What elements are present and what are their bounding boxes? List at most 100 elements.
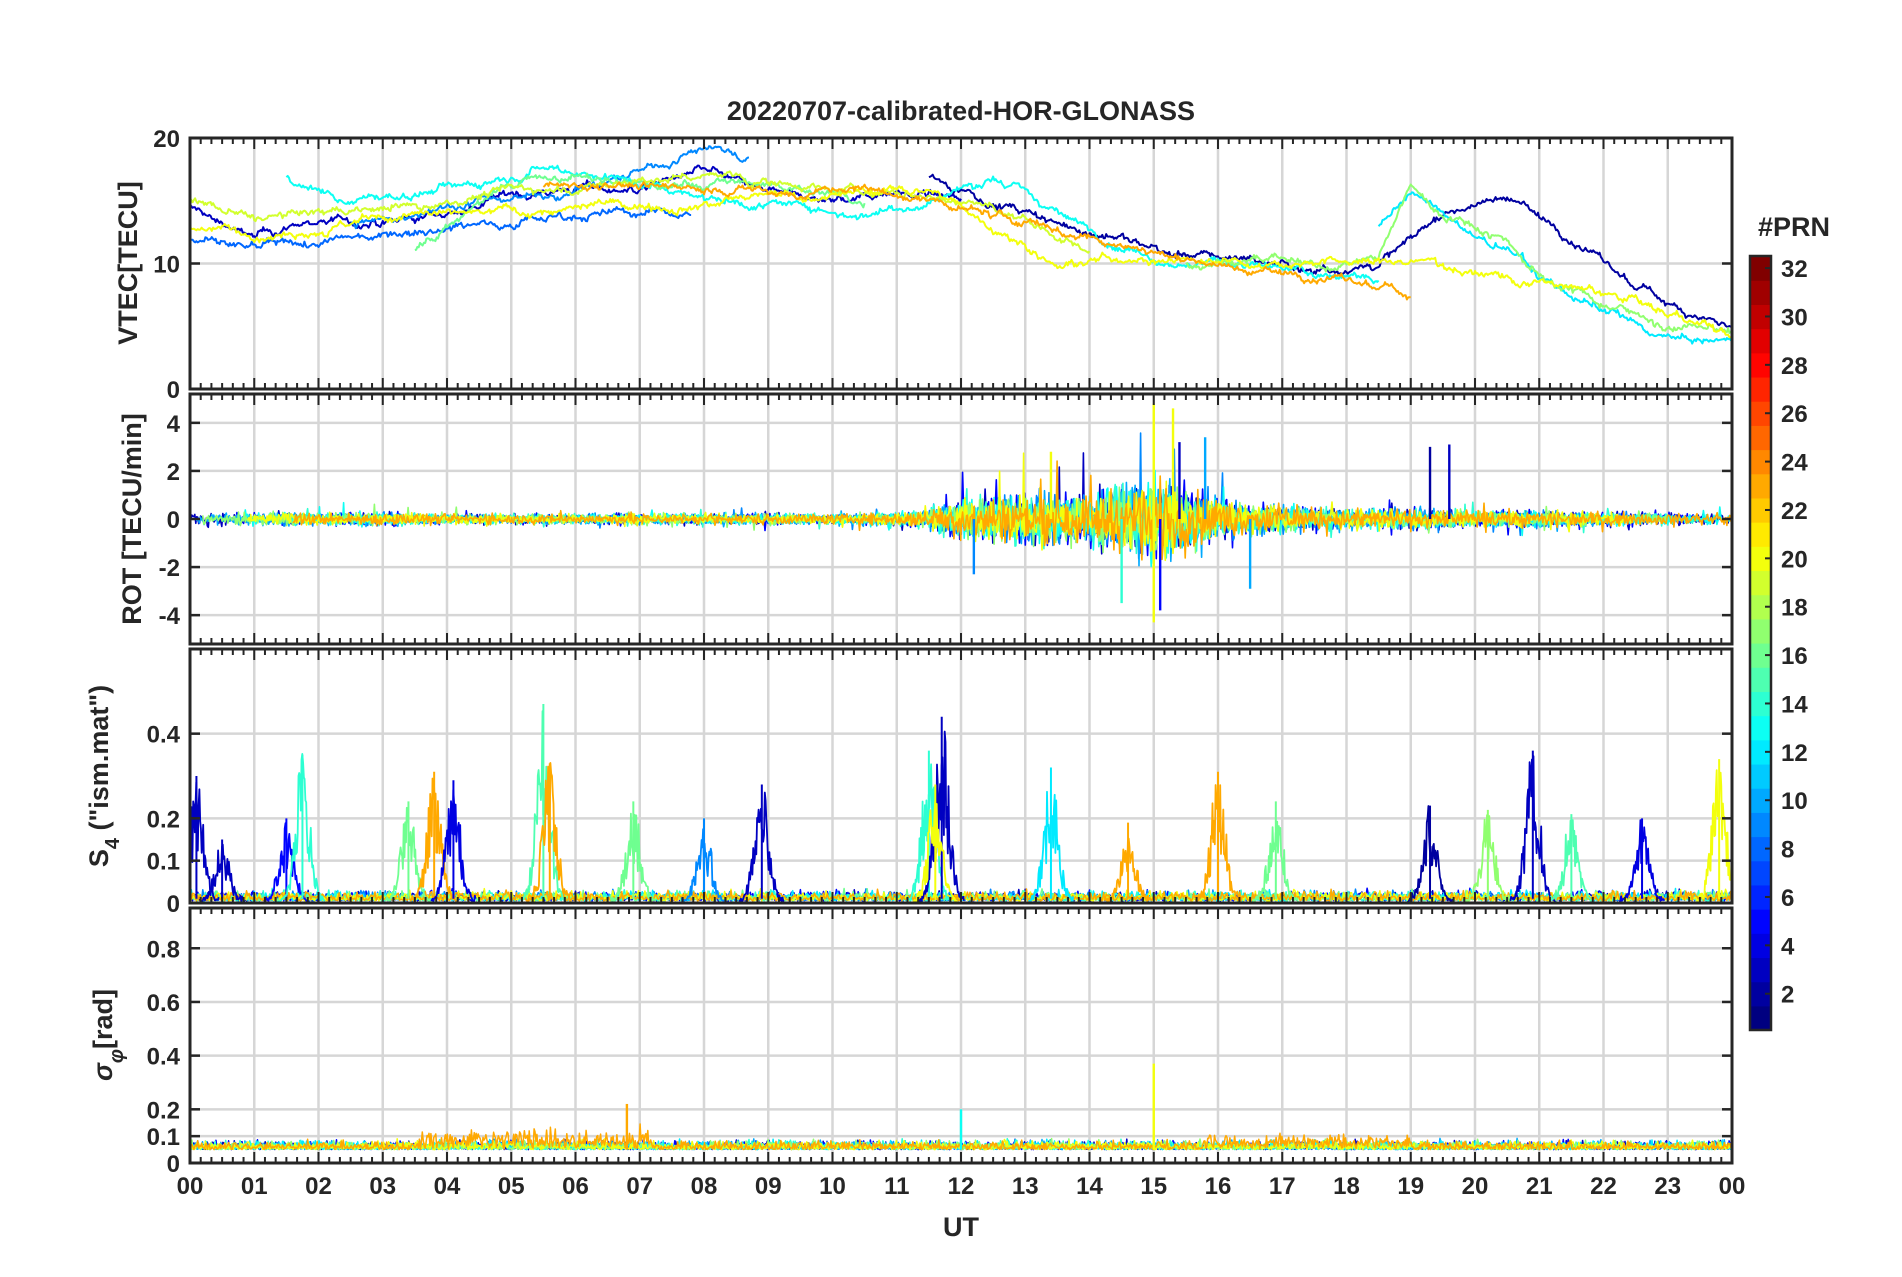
colorbar-swatch [1750, 860, 1771, 886]
colorbar-swatch [1750, 449, 1771, 475]
colorbar-tick-label: 16 [1781, 643, 1808, 670]
x-tick-label: 14 [1076, 1173, 1103, 1200]
rot-ytick-label: -4 [159, 603, 181, 630]
x-tick-label: 04 [434, 1173, 461, 1200]
x-tick-label: 21 [1526, 1173, 1553, 1200]
rot-lines [190, 403, 1732, 623]
colorbar-swatch [1750, 884, 1771, 910]
x-tick-label: 13 [1012, 1173, 1039, 1200]
sigma-phi-ytick-label: 0.4 [147, 1044, 181, 1071]
colorbar-tick-label: 26 [1781, 401, 1808, 428]
colorbar-swatch [1750, 497, 1771, 523]
vtec-grid [190, 138, 1732, 389]
vtec-ytick-label: 10 [153, 252, 180, 279]
x-tick-label: 06 [562, 1173, 589, 1200]
x-tick-label: 01 [241, 1173, 268, 1200]
colorbar-swatch [1750, 957, 1771, 983]
colorbar-swatch [1750, 473, 1771, 499]
x-tick-label: 20 [1462, 1173, 1489, 1200]
s4-grid [190, 649, 1732, 903]
rot-ytick-label: 2 [167, 459, 180, 486]
colorbar-swatch [1750, 401, 1771, 426]
x-tick-label: 05 [498, 1173, 525, 1200]
s4-ylabel: S4 ("ism.mat") [84, 685, 124, 867]
x-tick-label: 15 [1140, 1173, 1167, 1200]
colorbar-tick-label: 4 [1781, 933, 1795, 960]
colorbar-swatch [1750, 352, 1771, 378]
colorbar-tick-label: 14 [1781, 691, 1808, 718]
s4-ytick-label: 0.1 [147, 849, 180, 876]
x-tick-label: 16 [1205, 1173, 1232, 1200]
colorbar-swatch [1750, 909, 1771, 934]
colorbar-swatch [1750, 522, 1771, 547]
colorbar-tick-label: 24 [1781, 450, 1808, 477]
rot-ytick-label: 0 [167, 507, 180, 534]
x-tick-label: 02 [305, 1173, 332, 1200]
colorbar-frame [1748, 254, 1773, 1032]
colorbar-swatch [1750, 715, 1771, 741]
sigma-phi-ytick-label: 0.6 [147, 990, 180, 1017]
vtec-ylabel: VTEC[TECU] [113, 181, 143, 345]
rot-ytick-label: -2 [159, 555, 180, 582]
colorbar-swatch [1750, 812, 1771, 838]
vtec-series-prn-8 [190, 206, 692, 249]
colorbar-swatch [1750, 643, 1771, 668]
vtec-series-prn-19 [190, 170, 1091, 254]
colorbar-tick-label: 18 [1781, 595, 1808, 622]
s4-burst [279, 753, 326, 903]
rot-panel: -4 -2 0 2 4 ROT [TECU/min] [117, 392, 1734, 646]
vtec-series-prn-20 [190, 184, 1732, 339]
rot-ylabel: ROT [TECU/min] [117, 413, 147, 624]
vtec-lines [190, 145, 1732, 345]
chart-title: 20220707-calibrated-HOR-GLONASS [727, 96, 1195, 126]
colorbar-tick-label: 32 [1781, 256, 1808, 283]
x-tick-label: 18 [1333, 1173, 1360, 1200]
sigma-phi-ytick-label: 0.1 [147, 1124, 180, 1151]
rot-series-prn-23 [292, 460, 1732, 561]
vtec-series-prn-23 [542, 181, 1411, 301]
s4-panel: 0 0.1 0.2 0.4 S4 ("ism.mat") [84, 647, 1734, 918]
colorbar-swatch [1750, 280, 1771, 305]
rot-frame [188, 392, 1734, 646]
x-tick-label: 07 [626, 1173, 653, 1200]
colorbar-swatch [1750, 328, 1771, 354]
colorbar-tick-label: 10 [1781, 788, 1808, 815]
sigma-phi-ytick-label: 0.2 [147, 1097, 180, 1124]
x-tick-label: 12 [948, 1173, 975, 1200]
x-tick-label: 00 [177, 1173, 204, 1200]
colorbar-swatch [1750, 667, 1771, 692]
colorbar-tick-label: 22 [1781, 498, 1808, 525]
colorbar-swatch [1750, 256, 1771, 281]
x-tick-label: 00 [1719, 1173, 1746, 1200]
sigma-phi-ylabel: σφ[rad] [88, 989, 128, 1081]
x-tick-label: 09 [755, 1173, 782, 1200]
vtec-panel: 0 10 20 VTEC[TECU] [113, 126, 1734, 404]
colorbar-swatch [1750, 546, 1771, 572]
x-tick-label: 08 [691, 1173, 718, 1200]
x-tick-label: 11 [884, 1173, 909, 1200]
x-tick-label: 03 [369, 1173, 396, 1200]
x-tick-label: 19 [1397, 1173, 1424, 1200]
vtec-series-prn-17 [1185, 183, 1732, 335]
colorbar-swatch [1750, 981, 1771, 1007]
vtec-series-prn-9 [349, 145, 750, 230]
s4-ytick-label: 0.4 [147, 722, 181, 749]
colorbar-swatch [1750, 933, 1771, 959]
x-tick-label: 22 [1590, 1173, 1617, 1200]
x-axis-label: UT [943, 1212, 979, 1242]
colorbar-swatch [1750, 691, 1771, 717]
colorbar-swatch [1750, 425, 1771, 451]
vtec-series-prn-16 [414, 172, 866, 252]
sigma-phi-ytick-label: 0.8 [147, 936, 180, 963]
colorbar-swatch [1750, 788, 1771, 813]
vtec-frame [188, 136, 1734, 391]
colorbar-swatch [1750, 376, 1771, 402]
colorbar-tick-label: 8 [1781, 837, 1794, 864]
vtec-series-prn-2 [928, 173, 1732, 328]
colorbar-tick-label: 20 [1781, 546, 1808, 573]
colorbar-tick-label: 28 [1781, 353, 1808, 380]
colorbar-tick-label: 12 [1781, 740, 1808, 767]
